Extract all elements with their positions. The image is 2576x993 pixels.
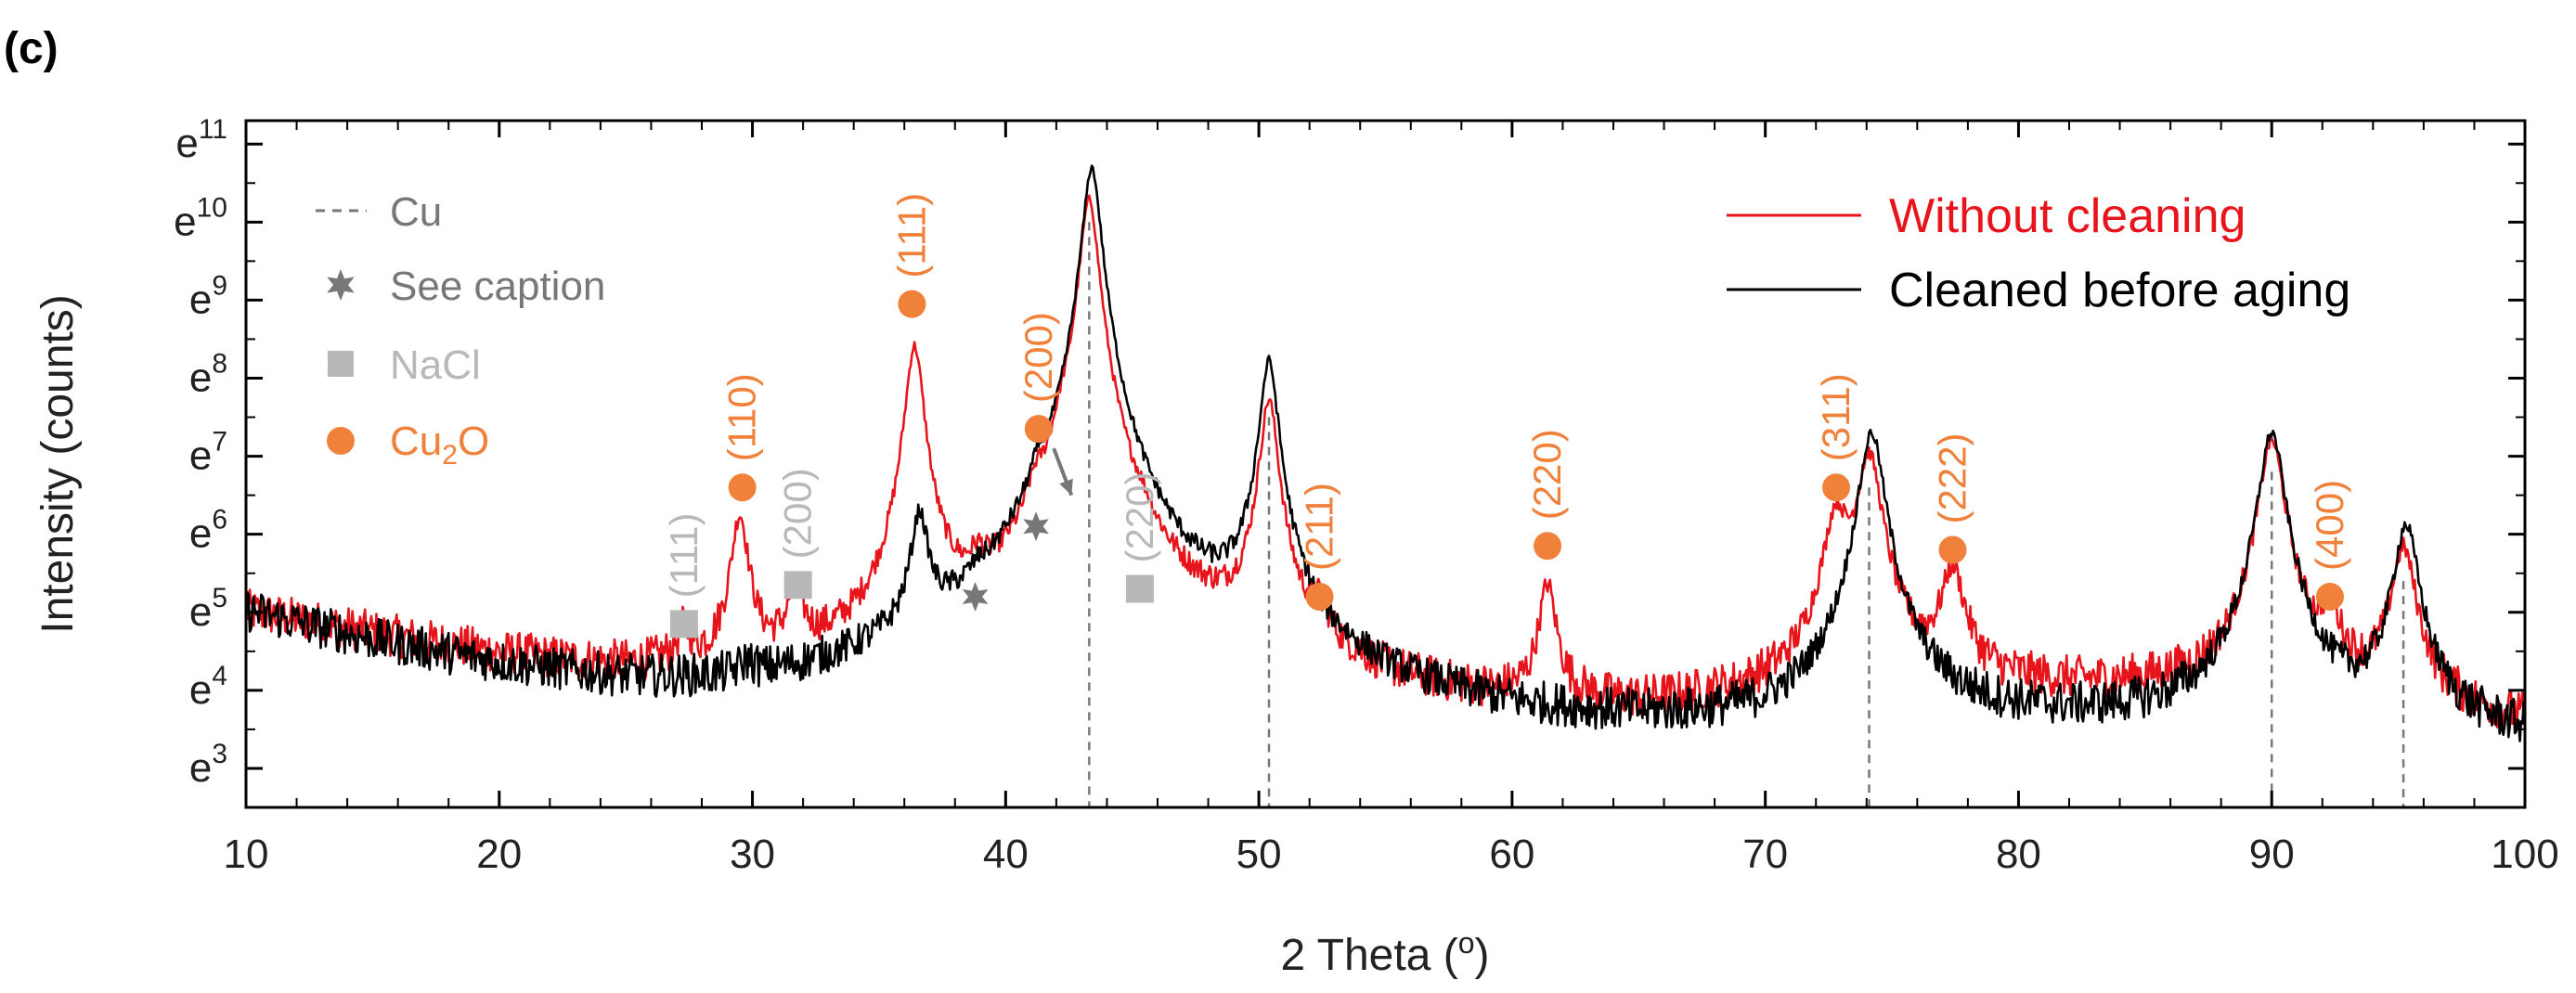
miller-index-label: (111) [889, 193, 933, 278]
y-tick-label: e5 [189, 583, 227, 635]
x-tick-label: 40 [983, 832, 1029, 877]
x-tick-label: 30 [730, 832, 775, 877]
legend-cu-label: Cu [390, 189, 442, 235]
nacl-peak-marker [1125, 574, 1154, 603]
cu2o-peak-marker [1024, 415, 1053, 444]
see-caption-star-marker [1023, 511, 1049, 542]
plot-frame [244, 119, 2527, 809]
miller-index-label: (220) [1118, 471, 1161, 562]
legend-without-cleaning-label: Without cleaning [1889, 189, 2246, 243]
legend-cu2o-label: Cu2O [390, 419, 489, 471]
legend-see-caption-label: See caption [390, 264, 605, 309]
nacl-peak-marker [669, 610, 698, 638]
miller-index-label: (400) [2308, 480, 2351, 571]
x-tick-label: 80 [1996, 832, 2041, 877]
miller-index-label: (200) [1016, 312, 1060, 403]
cu2o-peak-marker [1305, 582, 1334, 611]
x-axis-label: 2 Theta (o) [1280, 926, 1489, 980]
legend-star-icon [327, 269, 355, 301]
miller-index-label: (111) [662, 513, 705, 599]
panel-label: (c) [4, 24, 58, 73]
cu2o-peak-marker [2315, 582, 2344, 611]
y-tick-label: e6 [189, 505, 227, 557]
y-tick-label: e9 [189, 270, 227, 322]
y-tick-label: e3 [189, 739, 227, 791]
y-tick-label: e7 [189, 427, 227, 479]
see-caption-star-marker [962, 582, 989, 612]
x-axis: 10 20 30 40 50 60 70 80 90 100 [224, 121, 2559, 877]
legend-nacl-square-icon [328, 351, 354, 377]
miller-index-label: (211) [1298, 483, 1341, 571]
series-cleaned-line [246, 164, 2525, 742]
legend-cu2o-circle-icon [327, 427, 355, 455]
x-tick-label: 100 [2491, 832, 2558, 877]
miller-index-label: (110) [720, 373, 764, 461]
degree-symbol: o [1458, 926, 1475, 960]
marker-legend: Cu See caption NaCl Cu2O [316, 189, 605, 471]
peak-annotations: (111) (200) (220) (110) (111) (200) (211) (220)… [662, 193, 2351, 638]
x-tick-label: 10 [224, 832, 269, 877]
miller-index-label: (311) [1814, 373, 1858, 461]
x-tick-label: 20 [476, 832, 522, 877]
cu2o-peak-marker [728, 473, 757, 502]
cu2o-peak-marker [1822, 473, 1851, 502]
x-tick-label: 50 [1236, 832, 1282, 877]
miller-index-label: (200) [776, 468, 820, 559]
y-tick-label: e10 [174, 192, 227, 244]
cu-reference-lines [1088, 222, 2405, 807]
cu2o-peak-marker [1534, 532, 1562, 561]
legend-nacl-label: NaCl [390, 342, 481, 388]
x-tick-label: 60 [1489, 832, 1534, 877]
x-tick-label: 70 [1742, 832, 1788, 877]
x-tick-label: 90 [2249, 832, 2295, 877]
annotation-arrow-head [1059, 478, 1073, 496]
series-layer [246, 164, 2525, 742]
nacl-peak-marker [783, 571, 812, 600]
miller-index-label: (220) [1525, 429, 1569, 520]
y-tick-label: e11 [175, 114, 227, 166]
cu2o-peak-marker [1938, 535, 1967, 564]
y-tick-label: e4 [189, 661, 227, 713]
cu2o-peak-marker [898, 290, 926, 318]
y-tick-label: e8 [189, 349, 227, 401]
miller-index-label: (222) [1931, 432, 1974, 523]
y-axis: e3 e4 e5 e6 e7 e8 e9 e10 e11 [174, 114, 2525, 791]
y-axis-label: Intensity (counts) [33, 294, 83, 633]
series-legend: Without cleaning Cleaned before aging [1727, 189, 2350, 317]
legend-cleaned-label: Cleaned before aging [1889, 264, 2350, 317]
